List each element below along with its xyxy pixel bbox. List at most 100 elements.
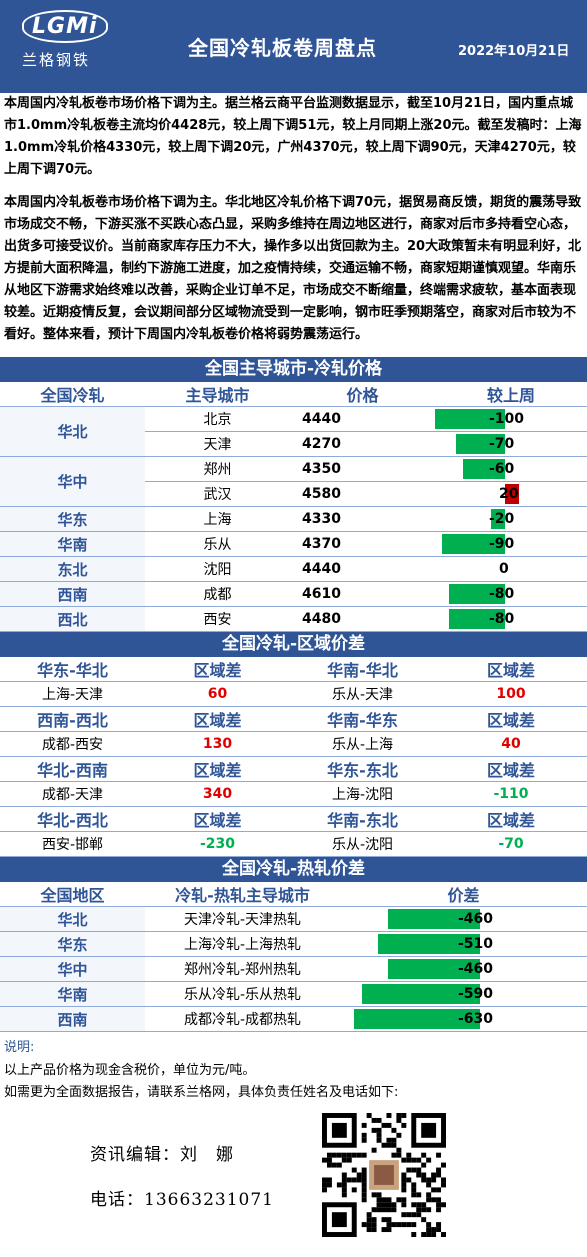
region-cell: 华北: [0, 406, 145, 457]
spread-pair: 乐从-沈阳: [290, 831, 435, 857]
header-cell: 冷轧-热轧主导城市: [145, 882, 340, 907]
city-price-row: 武汉 4580 20: [0, 481, 587, 507]
qr-code-icon: [322, 1113, 446, 1237]
city-price-table: 全国冷轧 主导城市 价格 较上周 华北 北京 4440 -100 天津 4270 -70 华中…: [0, 382, 587, 632]
change-bar: [463, 459, 505, 479]
city-cell: 成都: [145, 581, 290, 607]
summary-paragraph: 本周国内冷轧板卷市场价格下调为主。据兰格云商平台监测数据显示，截至10月21日，…: [4, 96, 582, 177]
spread-header: 区域差: [145, 756, 290, 782]
city-price-row: 华南 乐从 4370 -90: [0, 531, 587, 557]
spread-value: 40: [435, 731, 587, 757]
spread-header-row: 华东-华北 区域差 华南-华北 区域差: [0, 657, 587, 682]
change-cell: -60: [435, 456, 587, 482]
region-cell: 西南: [0, 1006, 145, 1032]
editor-name: 资讯编辑：刘 娜: [90, 1145, 234, 1165]
spread-cell: -460: [340, 906, 587, 932]
header-cell: 全国地区: [0, 882, 145, 907]
spread-header-row: 西南-西北 区域差 华南-华东 区域差: [0, 706, 587, 732]
regional-spread-table: 华东-华北 区域差 华南-华北 区域差 上海-天津 60 乐从-天津 100 西南-西北 区域差华…: [0, 657, 587, 857]
pair-cell: 天津冷轧-天津热轧: [145, 906, 340, 932]
city-cell: 郑州: [145, 456, 290, 482]
report-date: 2022年10月21日: [458, 44, 570, 59]
city-cell: 上海: [145, 506, 290, 532]
spread-value: -510: [458, 936, 494, 952]
price-cell: 4330: [290, 506, 435, 532]
change-bar: [491, 509, 505, 529]
spread-cell: -590: [340, 981, 587, 1007]
price-cell: 4440: [290, 556, 435, 582]
spread-region: 华北-西北: [0, 806, 145, 832]
change-bar: [435, 409, 505, 429]
header-cell: 较上周: [435, 382, 587, 407]
change-value: -80: [489, 586, 515, 602]
change-bar: [442, 534, 505, 554]
spread-value: 100: [435, 681, 587, 707]
city-price-row: 西北 西安 4480 -80: [0, 606, 587, 632]
cold-hot-row: 华北 天津冷轧-天津热轧 -460: [0, 906, 587, 932]
spread-pair: 成都-天津: [0, 781, 145, 807]
region-cell: 华东: [0, 931, 145, 957]
header-cell: 主导城市: [145, 382, 290, 407]
price-cell: 4350: [290, 456, 435, 482]
change-cell: -80: [435, 606, 587, 632]
cold-hot-row: 华东 上海冷轧-上海热轧 -510: [0, 931, 587, 957]
pair-cell: 乐从冷轧-乐从热轧: [145, 981, 340, 1007]
region-cell: 华中: [0, 956, 145, 982]
region-cell: 西北: [0, 606, 145, 632]
city-price-header-row: 全国冷轧 主导城市 价格 较上周: [0, 382, 587, 407]
pair-cell: 上海冷轧-上海热轧: [145, 931, 340, 957]
spread-region: 华北-西南: [0, 756, 145, 782]
spread-header: 区域差: [435, 806, 587, 832]
spread-bar: [378, 934, 480, 954]
spread-pair: 上海-天津: [0, 681, 145, 707]
change-value: -70: [489, 436, 515, 452]
spread-header: 区域差: [145, 806, 290, 832]
change-bar: [449, 584, 505, 604]
region-cell: 华东: [0, 506, 145, 532]
change-value: -100: [489, 411, 525, 427]
spread-value: -460: [458, 961, 494, 977]
spread-header: 区域差: [435, 756, 587, 782]
city-price-row: 天津 4270 -70: [0, 431, 587, 457]
change-cell: -90: [435, 531, 587, 557]
pair-cell: 郑州冷轧-郑州热轧: [145, 956, 340, 982]
price-cell: 4270: [290, 431, 435, 457]
spread-value: 340: [145, 781, 290, 807]
region-cell: 华中: [0, 456, 145, 507]
spread-header: 区域差: [435, 706, 587, 732]
regional-spread-section-title: 全国冷轧-区域价差: [0, 632, 587, 657]
region-cell: 西南: [0, 581, 145, 607]
header-cell: 全国冷轧: [0, 382, 145, 407]
city-price-section-title: 全国主导城市-冷轧价格: [0, 357, 587, 382]
change-bar: [449, 609, 505, 629]
spread-value: -70: [435, 831, 587, 857]
spread-bar: [388, 909, 480, 929]
header-cell: 价差: [340, 882, 587, 907]
city-cell: 西安: [145, 606, 290, 632]
change-value: 20: [499, 486, 519, 502]
spread-data-row: 上海-天津 60 乐从-天津 100: [0, 681, 587, 707]
spread-bar: [362, 984, 480, 1004]
spread-region: 华南-东北: [290, 806, 435, 832]
city-cell: 乐从: [145, 531, 290, 557]
city-price-row: 华东 上海 4330 -20: [0, 506, 587, 532]
logo-mark: LGMi: [22, 10, 108, 43]
change-value: -60: [489, 461, 515, 477]
notes-line-unit: 以上产品价格为现金含税价，单位为元/吨。: [4, 1063, 256, 1078]
change-value: -90: [489, 536, 515, 552]
change-value: 0: [499, 561, 509, 577]
change-cell: 20: [435, 481, 587, 507]
city-cell: 武汉: [145, 481, 290, 507]
spread-pair: 乐从-上海: [290, 731, 435, 757]
change-cell: 0: [435, 556, 587, 582]
spread-value: -110: [435, 781, 587, 807]
city-price-row: 东北 沈阳 4440 0: [0, 556, 587, 582]
cold-hot-section-title: 全国冷轧-热轧价差: [0, 857, 587, 882]
spread-pair: 乐从-天津: [290, 681, 435, 707]
city-cell: 天津: [145, 431, 290, 457]
spread-value: -590: [458, 986, 494, 1002]
city-price-row: 华北 北京 4440 -100: [0, 406, 587, 457]
editor-phone: 电话：13663231071: [90, 1190, 274, 1210]
spread-pair: 上海-沈阳: [290, 781, 435, 807]
